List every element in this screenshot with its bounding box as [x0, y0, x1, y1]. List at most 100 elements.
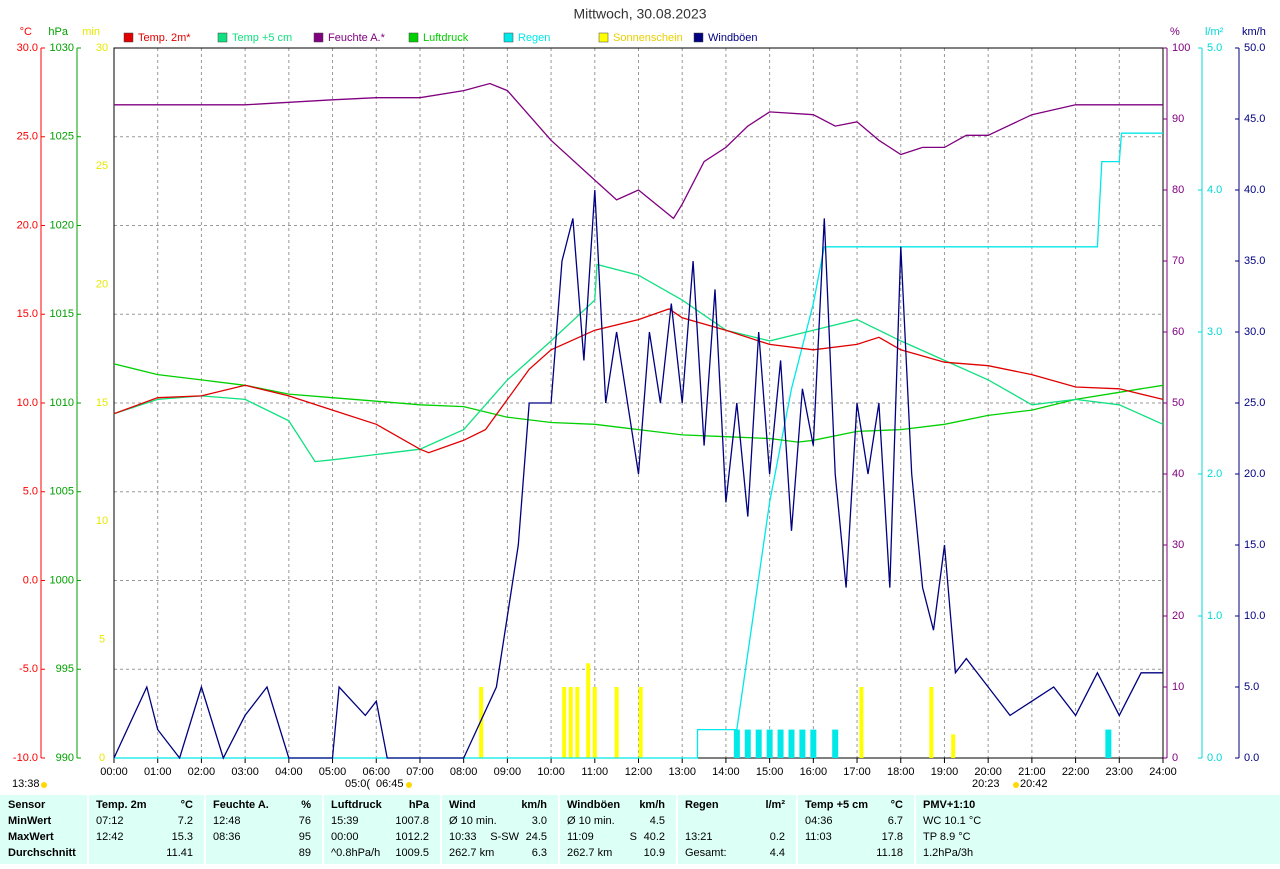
legend-swatch [217, 32, 228, 43]
cell-middle: S [630, 831, 637, 843]
y-tick-label: 1005 [50, 486, 74, 498]
y-tick-label: 40 [1172, 468, 1184, 480]
x-tick-label: 18:00 [887, 766, 915, 778]
cell-left: 262.7 km [449, 847, 494, 859]
y-tick-label: -10.0 [13, 752, 38, 764]
x-tick-label: 01:00 [144, 766, 172, 778]
cell-right: 4.5 [650, 815, 665, 827]
x-tick-label: 17:00 [843, 766, 871, 778]
y-tick-label: 50 [1172, 397, 1184, 409]
legend-label: Temp. 2m* [138, 32, 191, 44]
x-tick-label: 24:00 [1149, 766, 1177, 778]
column-unit: % [301, 799, 311, 811]
chart-title: Mittwoch, 30.08.2023 [573, 6, 706, 22]
cell-right: 15.3 [172, 831, 193, 843]
y-tick-label: 40.0 [1244, 184, 1265, 196]
astro-annotation: 13:38 [12, 778, 40, 790]
cell-left: 08:36 [213, 831, 241, 843]
legend-label: Regen [518, 32, 550, 44]
sun-icon [41, 782, 47, 788]
x-tick-label: 08:00 [450, 766, 478, 778]
axis-unit: hPa [48, 26, 68, 38]
cell-right: 11.41 [166, 847, 193, 859]
y-tick-label: 1025 [50, 131, 74, 143]
y-tick-label: 30.0 [17, 42, 38, 54]
astro-annotation: 20:23 [972, 778, 1000, 790]
y-tick-label: 70 [1172, 255, 1184, 267]
rain-bar [832, 729, 839, 758]
y-tick-label: 1000 [50, 574, 74, 586]
y-tick-label: 5.0 [1244, 681, 1259, 693]
y-tick-label: 20 [1172, 610, 1184, 622]
cell-left: 13:21 [685, 831, 713, 843]
y-tick-label: 995 [56, 663, 74, 675]
legend-swatch [123, 32, 134, 43]
y-tick-label: 15 [96, 397, 108, 409]
x-tick-label: 21:00 [1018, 766, 1046, 778]
cell-left: MinWert [8, 815, 52, 827]
cell-right: 1007.8 [395, 815, 429, 827]
legend-swatch [503, 32, 514, 43]
stats-background [0, 795, 1280, 864]
x-tick-label: 00:00 [100, 766, 128, 778]
moon-icon [1013, 782, 1019, 788]
cell-right: 11.18 [876, 847, 903, 859]
axis-unit: l/m² [1205, 26, 1224, 38]
cell-left: 04:36 [805, 815, 833, 827]
cell-left: 1.2hPa/3h [923, 847, 973, 859]
x-tick-label: 06:00 [362, 766, 390, 778]
y-tick-label: 10 [96, 515, 108, 527]
astro-annotation: 06:45 [376, 778, 404, 790]
y-tick-label: 30.0 [1244, 326, 1265, 338]
rain-bar [799, 729, 806, 758]
column-head: PMV+1:10 [923, 799, 975, 811]
legend-label: Sonnenschein [613, 32, 683, 44]
x-tick-label: 11:00 [581, 766, 608, 778]
column-unit: km/h [639, 799, 665, 811]
cell-left: 12:48 [213, 815, 241, 827]
cell-left: MaxWert [8, 831, 54, 843]
sunshine-bar [479, 687, 484, 758]
cell-right: 1012.2 [395, 831, 429, 843]
legend-swatch [408, 32, 419, 43]
x-tick-label: 14:00 [712, 766, 740, 778]
cell-right: 24.5 [526, 831, 547, 843]
sunshine-bar [575, 687, 580, 758]
rain-bar [755, 729, 762, 758]
cell-right: 3.0 [532, 815, 547, 827]
y-tick-label: 2.0 [1207, 468, 1222, 480]
y-tick-label: 100 [1172, 42, 1190, 54]
cell-right: 89 [299, 847, 311, 859]
column-head: Feuchte A. [213, 799, 269, 811]
y-tick-label: -5.0 [19, 663, 38, 675]
series-line [113, 189, 1163, 760]
y-tick-label: 45.0 [1244, 113, 1265, 125]
cell-left: 10:33 [449, 831, 477, 843]
x-tick-label: 15:00 [756, 766, 784, 778]
y-tick-label: 10 [1172, 681, 1184, 693]
y-tick-label: 5.0 [1207, 42, 1222, 54]
cell-left: WC 10.1 °C [923, 815, 981, 827]
column-unit: km/h [521, 799, 547, 811]
x-tick-label: 05:00 [319, 766, 347, 778]
y-tick-label: 5 [99, 634, 105, 646]
x-tick-label: 20:00 [974, 766, 1002, 778]
astro-annotation: 05:0( [345, 778, 370, 790]
rain-bar [766, 729, 773, 758]
axis-unit: °C [20, 26, 32, 38]
cell-right: 17.8 [882, 831, 903, 843]
column-head: Luftdruck [331, 799, 383, 811]
cell-right: 6.3 [532, 847, 547, 859]
cell-left: Gesamt: [685, 847, 727, 859]
y-tick-label: 20.0 [1244, 468, 1265, 480]
cell-left: TP 8.9 °C [923, 831, 971, 843]
x-tick-label: 16:00 [800, 766, 828, 778]
y-tick-label: 3.0 [1207, 326, 1222, 338]
cell-right: 7.2 [178, 815, 193, 827]
rain-bar [733, 729, 740, 758]
x-tick-label: 12:00 [625, 766, 653, 778]
y-tick-label: 35.0 [1244, 255, 1265, 267]
cell-right: 10.9 [644, 847, 665, 859]
y-tick-label: 1015 [50, 308, 74, 320]
sunshine-bar [592, 687, 597, 758]
